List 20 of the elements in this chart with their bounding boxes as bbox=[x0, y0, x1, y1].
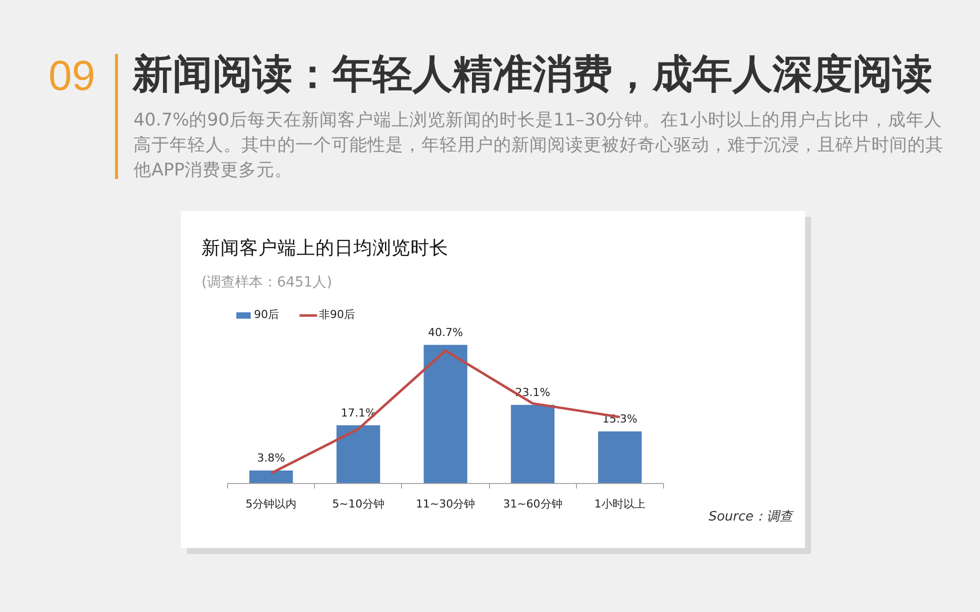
data-label: 40.7% bbox=[428, 326, 463, 339]
x-tick-label: 11~30分钟 bbox=[416, 498, 476, 510]
text: 40.7%的90后每天在新闻客户端上浏览新闻的时长是11–30分钟。在1小时以上的用户占比中，成年人高于年轻人。其中的一个可能性是，年轻用户的新闻阅读更被好奇心驱动，难于沉浸，且碎片时间的其他APP消费更多元。 bbox=[134, 110, 944, 180]
text: 新闻阅读：年轻人精准消费，成年人深度阅读 bbox=[132, 52, 932, 98]
text: 09 bbox=[48, 52, 96, 99]
x-tick-label: 31~60分钟 bbox=[503, 498, 562, 510]
bar bbox=[336, 425, 380, 484]
legend-label: 非90后 bbox=[319, 307, 355, 322]
chart-title: 新闻客户端上的日均浏览时长 bbox=[202, 237, 448, 259]
bar bbox=[510, 404, 554, 484]
source-note: Source：调查 bbox=[708, 510, 794, 524]
bar bbox=[598, 431, 642, 484]
bar bbox=[249, 470, 293, 484]
x-tick-label: 5分钟以内 bbox=[246, 498, 297, 510]
bar bbox=[424, 344, 468, 484]
chart-subtitle: (调查样本：6451人) bbox=[202, 274, 332, 290]
data-label: 3.8% bbox=[257, 452, 286, 465]
x-tick-label: 1小时以上 bbox=[594, 498, 646, 510]
legend-label: 90后 bbox=[254, 307, 279, 322]
x-tick-label: 5~10分钟 bbox=[332, 498, 384, 510]
